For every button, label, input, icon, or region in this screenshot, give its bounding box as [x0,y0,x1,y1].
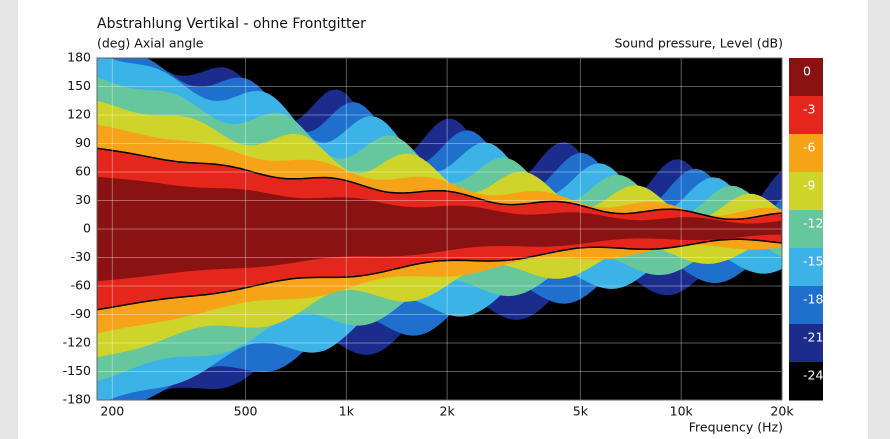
colorbar-tick-label: -3 [803,102,815,117]
colorbar-segment [789,96,823,135]
y-tick-label: 60 [75,164,91,179]
y-tick-label: 120 [67,107,91,122]
y-tick-label: -30 [71,249,91,264]
colorbar-tick-label: -15 [803,254,823,269]
x-axis-label: Frequency (Hz) [689,420,783,435]
y-tick-label: -120 [63,335,91,350]
x-tick-label: 2k [440,404,456,419]
colorbar-segment [789,58,823,97]
colorbar-tick-label: -21 [803,330,823,345]
colorbar-segment [789,172,823,211]
colorbar-segment [789,324,823,363]
y-tick-label: 90 [75,135,91,150]
chart-title: Abstrahlung Vertikal - ohne Frontgitter [97,16,366,32]
x-tick-label: 20k [770,404,794,419]
y-tick-label: -180 [63,392,91,407]
y-tick-label: 30 [75,192,91,207]
x-tick-label: 5k [573,404,589,419]
colorbar-tick-label: -12 [803,216,823,231]
colorbar-tick-label: -6 [803,140,816,155]
y-tick-label: 180 [67,50,91,65]
x-tick-label: 500 [234,404,258,419]
colorbar-label: Sound pressure, Level (dB) [614,36,783,51]
colorbar-segment [789,362,823,401]
colorbar-tick-label: -9 [803,178,816,193]
y-tick-label: -150 [63,363,91,378]
y-tick-label: 0 [83,221,91,236]
colorbar: 0 -3 -6 -9 -12 -15 -18 -21 -24 [789,58,823,401]
colorbar-tick-label: -24 [803,368,823,383]
x-tick-label: 200 [100,404,124,419]
y-tick-label: -60 [71,278,91,293]
plot-frame [96,57,783,401]
y-tick-label: 150 [67,78,91,93]
contour-band [97,176,782,282]
colorbar-tick-label: -18 [803,292,823,307]
contours [97,58,782,400]
x-tick-label: 1k [339,404,355,419]
colorbar-segment [789,286,823,325]
y-axis-label: (deg) Axial angle [97,36,204,51]
x-tick-label: 10k [670,404,694,419]
colorbar-segment [789,248,823,287]
y-tick-label: -90 [71,306,91,321]
plot-area [96,57,783,401]
colorbar-segment [789,134,823,173]
colorbar-tick-label: 0 [803,64,811,79]
colorbar-segment [789,210,823,249]
